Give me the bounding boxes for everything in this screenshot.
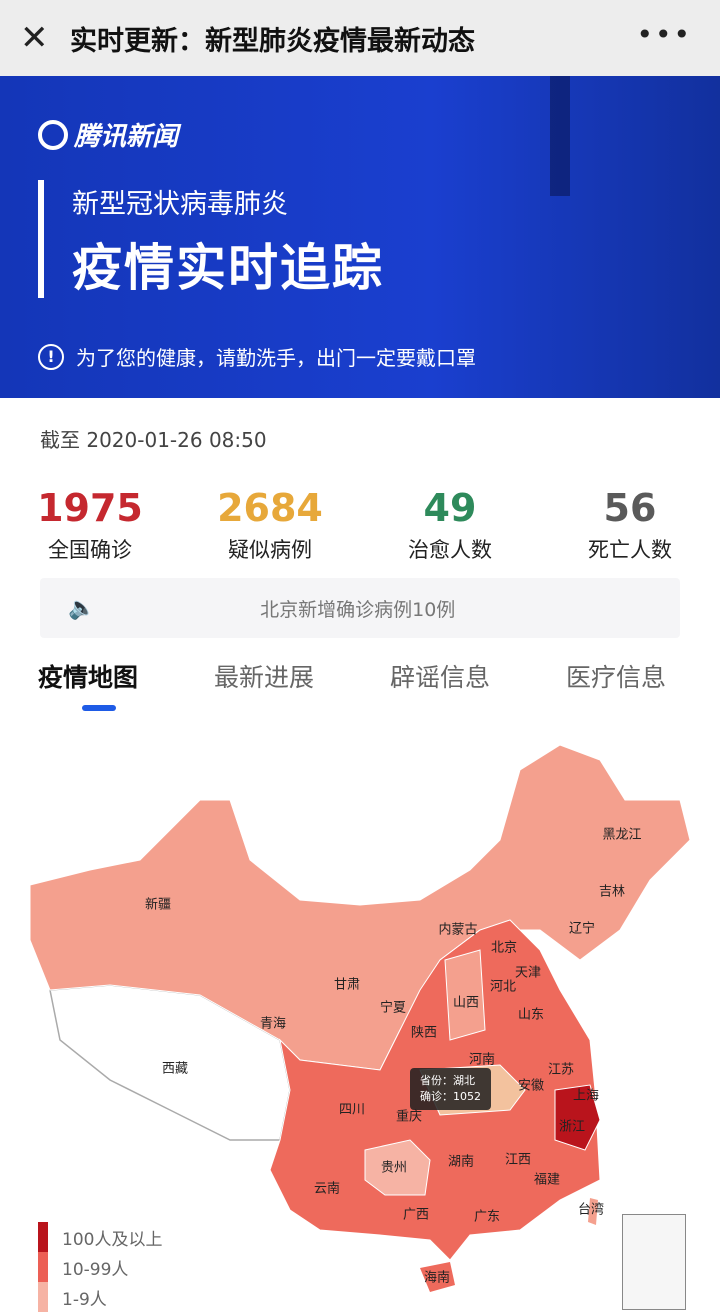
region-hainan [420, 1262, 455, 1292]
stat-label: 疑似病例 [228, 538, 312, 562]
province-label: 辽宁 [568, 921, 596, 937]
province-label: 天津 [514, 965, 542, 981]
news-ticker[interactable]: 🔈 北京新增确诊病例10例 [40, 578, 680, 638]
logo-icon [38, 119, 68, 150]
notice-text: 为了您的健康，请勤洗手，出门一定要戴口罩 [76, 346, 476, 370]
stat-value: 2684 [217, 486, 323, 530]
speaker-icon: 🔈 [68, 595, 96, 621]
province-label: 福建 [533, 1172, 561, 1188]
province-label: 海南 [423, 1270, 451, 1286]
province-label: 湖南 [447, 1154, 475, 1170]
province-label: 贵州 [380, 1160, 408, 1176]
province-label: 云南 [313, 1181, 341, 1197]
province-label: 宁夏 [379, 1000, 407, 1016]
logo-text: 腾讯新闻 [74, 122, 179, 152]
close-icon[interactable]: ✕ [20, 18, 49, 58]
legend-label: 10-99人 [62, 1259, 129, 1280]
province-label: 新疆 [144, 897, 172, 913]
divider [38, 180, 44, 298]
map-tooltip: 省份：湖北 确诊：1052 [410, 1068, 491, 1110]
banner: 腾讯新闻 新型冠状病毒肺炎 疫情实时追踪 ! 为了您的健康，请勤洗手，出门一定要戴… [0, 76, 720, 398]
active-tab-indicator [82, 705, 116, 711]
stat-label: 死亡人数 [588, 538, 672, 562]
legend-swatch [38, 1282, 48, 1312]
ticker-text: 北京新增确诊病例10例 [260, 598, 456, 621]
stat-item: 56 死亡人数 [540, 486, 720, 564]
tab-bar: 疫情地图 最新进展 辟谣信息 医疗信息 [0, 658, 720, 694]
top-bar: ✕ 实时更新：新型肺炎疫情最新动态 ••• [0, 0, 720, 76]
legend-item: 10-99人 [38, 1252, 162, 1282]
province-label: 广东 [473, 1209, 501, 1225]
region-taiwan [588, 1198, 598, 1225]
province-label: 吉林 [598, 884, 626, 900]
region-zhejiang [554, 1084, 601, 1151]
province-label: 黑龙江 [602, 827, 642, 843]
page-title: 实时更新：新型肺炎疫情最新动态 [70, 25, 475, 57]
province-label: 上海 [572, 1088, 600, 1104]
stat-label: 治愈人数 [408, 538, 492, 562]
region-guizhou [364, 1139, 431, 1196]
tab-item[interactable]: 疫情地图 [37, 663, 138, 692]
province-label: 北京 [490, 940, 518, 956]
banner-headline: 疫情实时追踪 [72, 239, 384, 297]
stat-label: 全国确诊 [48, 538, 132, 562]
banner-subtitle: 新型冠状病毒肺炎 [72, 189, 288, 220]
province-label: 四川 [338, 1102, 366, 1118]
tab-item[interactable]: 医疗信息 [565, 663, 666, 692]
stat-item: 2684 疑似病例 [180, 486, 360, 564]
stats-row: 1975 全国确诊 2684 疑似病例 49 治愈人数 56 死亡人数 [0, 486, 720, 564]
province-label: 江西 [504, 1152, 532, 1168]
stat-value: 49 [423, 486, 477, 530]
province-label: 台湾 [577, 1202, 605, 1218]
stat-item: 1975 全国确诊 [0, 486, 180, 564]
stat-value: 1975 [37, 486, 143, 530]
legend-swatch [38, 1222, 48, 1252]
province-label: 重庆 [395, 1109, 423, 1125]
province-label: 甘肃 [333, 977, 361, 993]
legend-item: 100人及以上 [38, 1222, 162, 1252]
legend-item: 1-9人 [38, 1282, 162, 1312]
province-label: 广西 [402, 1207, 430, 1223]
tab-item[interactable]: 辟谣信息 [389, 663, 490, 692]
province-label: 内蒙古 [438, 922, 478, 938]
province-label: 浙江 [558, 1119, 586, 1135]
province-label: 西藏 [161, 1061, 189, 1077]
province-label: 山西 [452, 995, 480, 1011]
stat-item: 49 治愈人数 [360, 486, 540, 564]
map-legend: 100人及以上 10-99人 1-9人 [38, 1222, 162, 1312]
stat-value: 56 [603, 486, 657, 530]
health-notice: ! 为了您的健康，请勤洗手，出门一定要戴口罩 [38, 342, 476, 371]
province-label: 河南 [468, 1052, 496, 1068]
tab-item[interactable]: 最新进展 [213, 663, 314, 692]
province-label: 安徽 [517, 1078, 545, 1094]
south-china-sea-inset [622, 1214, 686, 1310]
info-icon: ! [38, 343, 64, 370]
logo: 腾讯新闻 [38, 116, 178, 153]
province-label: 陕西 [410, 1025, 438, 1041]
province-label: 青海 [259, 1016, 287, 1032]
province-label: 山东 [517, 1007, 545, 1023]
more-icon[interactable]: ••• [636, 18, 692, 51]
tooltip-province: 省份：湖北 [420, 1074, 475, 1087]
province-label: 河北 [489, 979, 517, 995]
legend-label: 1-9人 [62, 1289, 107, 1310]
legend-swatch [38, 1252, 48, 1282]
tooltip-confirmed: 确诊：1052 [420, 1090, 481, 1103]
province-label: 江苏 [547, 1062, 575, 1078]
region-shanxi [444, 949, 486, 1041]
as-of-time: 截至 2020-01-26 08:50 [40, 428, 267, 452]
banner-decoration [550, 76, 570, 196]
legend-label: 100人及以上 [62, 1229, 163, 1250]
